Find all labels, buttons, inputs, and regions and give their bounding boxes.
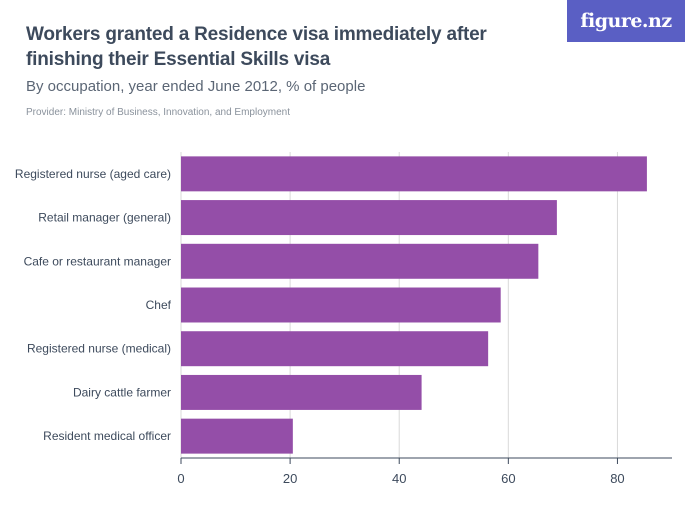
category-label: Dairy cattle farmer [73, 385, 171, 399]
chart-title: Workers granted a Residence visa immedia… [26, 24, 487, 70]
x-tick-label: 40 [392, 471, 406, 486]
bar[interactable] [181, 331, 489, 367]
category-label: Registered nurse (aged care) [15, 167, 171, 181]
category-label: Resident medical officer [43, 429, 171, 443]
chart-subtitle: By occupation, year ended June 2012, % o… [26, 78, 366, 95]
bar[interactable] [181, 287, 501, 323]
category-label: Registered nurse (medical) [27, 342, 171, 356]
category-labels: Registered nurse (aged care) Retail manag… [15, 167, 172, 443]
bar[interactable] [181, 243, 539, 279]
x-axis: 0 20 40 60 80 [177, 457, 672, 486]
x-tick-label: 80 [610, 471, 624, 486]
bar[interactable] [181, 374, 422, 410]
bar[interactable] [181, 200, 557, 236]
figure-nz-logo[interactable]: figure.nz [567, 0, 685, 42]
bar[interactable] [181, 156, 647, 192]
category-label: Retail manager (general) [38, 211, 171, 225]
x-tick-label: 20 [283, 471, 297, 486]
category-label: Cafe or restaurant manager [24, 254, 171, 268]
bar[interactable] [181, 418, 293, 454]
data-provider: Provider: Ministry of Business, Innovati… [26, 107, 291, 118]
bars [181, 156, 647, 454]
x-tick-label: 60 [501, 471, 515, 486]
category-label: Chef [146, 298, 172, 312]
x-tick-label: 0 [177, 471, 184, 486]
